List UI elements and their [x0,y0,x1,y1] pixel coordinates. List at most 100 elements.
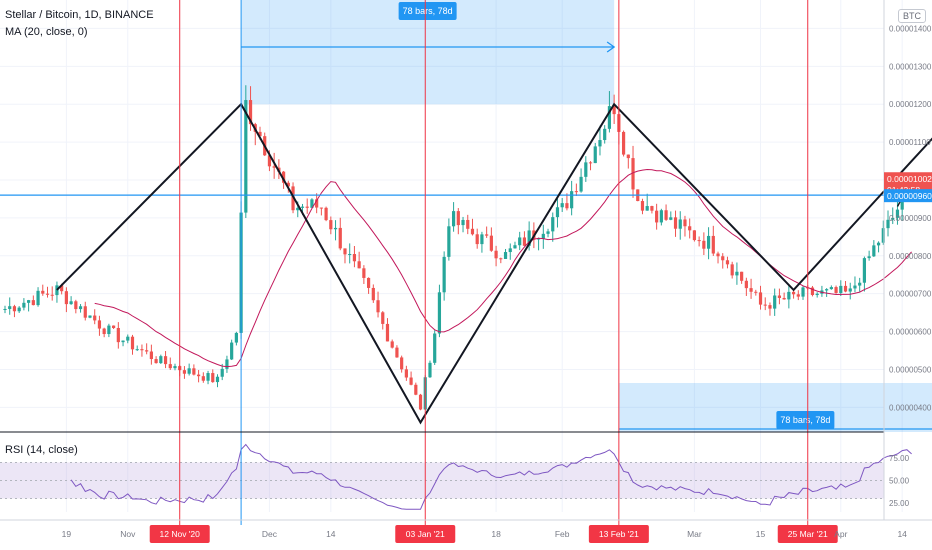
candle-body [456,211,460,226]
candle-body [825,289,829,291]
candle-body [116,328,120,343]
candle-body [480,234,484,245]
currency-badge[interactable]: BTC [898,9,926,23]
candle-body [305,206,309,208]
candle-body [310,199,314,208]
time-tick-label: 15 [756,529,766,539]
candle-body [546,231,550,234]
candle-body [187,368,191,374]
time-tick-label: Mar [687,529,702,539]
ma-line [94,168,912,368]
candle-body [522,237,527,246]
candle-body [881,228,885,243]
price-tick-label: 0.00001200 [889,100,932,109]
candle-body [475,234,479,245]
candle-body [418,394,423,410]
price-tick-label: 0.00001400 [889,24,932,33]
candle-body [130,336,135,350]
candle-body [140,349,144,351]
candle-body [149,351,153,360]
candle-body [551,217,555,232]
candle-body [371,287,375,301]
candle-body [730,264,734,276]
candle-body [319,207,323,209]
candle-body [876,242,881,246]
time-tick-label: 14 [897,529,907,539]
candle-body [466,219,470,229]
measure-label-top-bg [398,2,457,20]
time-tick-label: Apr [834,529,847,539]
candle-body [451,211,456,227]
measure-label-bottom-bg [776,411,835,429]
swing-path [56,102,932,425]
time-tick-label: 14 [326,529,336,539]
candle-body [31,300,35,306]
candle-body [206,373,210,381]
candle-body [570,191,574,209]
candle-body [409,377,413,385]
candle-body [201,376,205,381]
candle-body [286,182,290,187]
candle-body [163,356,168,365]
price-tick-label: 0.00000900 [889,214,932,223]
candle-body [83,306,87,318]
candle-body [895,209,900,218]
candle-body [791,291,796,295]
candle-body [744,280,748,289]
candle-body [121,340,125,343]
candle-body [22,302,26,308]
candle-body [782,297,786,300]
candle-body [664,210,668,220]
chart-title: Stellar / Bitcoin, 1D, BINANCE [5,9,154,21]
candle-body [773,295,777,309]
time-tick-label: Feb [555,529,570,539]
candlestick-series [3,85,914,411]
candle-body [220,368,224,377]
candle-body [461,219,465,226]
candle-body [17,307,21,312]
candle-body [41,290,45,294]
candle-body [442,256,446,293]
candle-body [574,191,578,193]
candle-body [853,285,857,289]
price-tick-label: 0.00000500 [889,365,932,374]
candle-body [659,210,663,223]
candle-body [78,306,83,310]
candle-body [126,336,130,341]
time-tick-label: 18 [491,529,501,539]
candle-body [886,219,890,229]
candle-body [197,374,201,377]
candle-body [395,347,399,358]
candle-body [763,304,767,306]
candle-body [93,315,97,321]
candle-body [362,268,366,278]
date-highlight-badge [777,525,838,543]
candle-body [513,245,517,249]
candle-body [470,228,475,235]
candle-body [135,349,139,351]
candle-body [697,240,701,242]
candle-body [352,254,357,262]
candle-body [706,235,711,249]
candle-body [485,234,489,236]
candle-body [862,258,867,283]
candle-body [688,226,692,231]
date-highlight-badge [395,525,456,543]
candle-body [891,217,895,220]
candle-body [225,359,229,369]
candle-body [55,285,59,296]
candle-body [518,237,522,246]
price-tick-label: 0.00000400 [889,403,932,412]
candle-body [154,359,158,364]
measure-zone-bottom [618,383,932,432]
rsi-legend: RSI (14, close) [5,444,78,456]
candle-body [598,140,602,147]
candle-body [348,254,352,256]
candle-body [541,233,545,239]
candle-body [159,356,163,364]
ma-legend: MA (20, close, 0) [5,26,88,38]
candle-body [565,203,569,209]
candle-body [631,158,635,190]
candle-body [848,288,852,292]
